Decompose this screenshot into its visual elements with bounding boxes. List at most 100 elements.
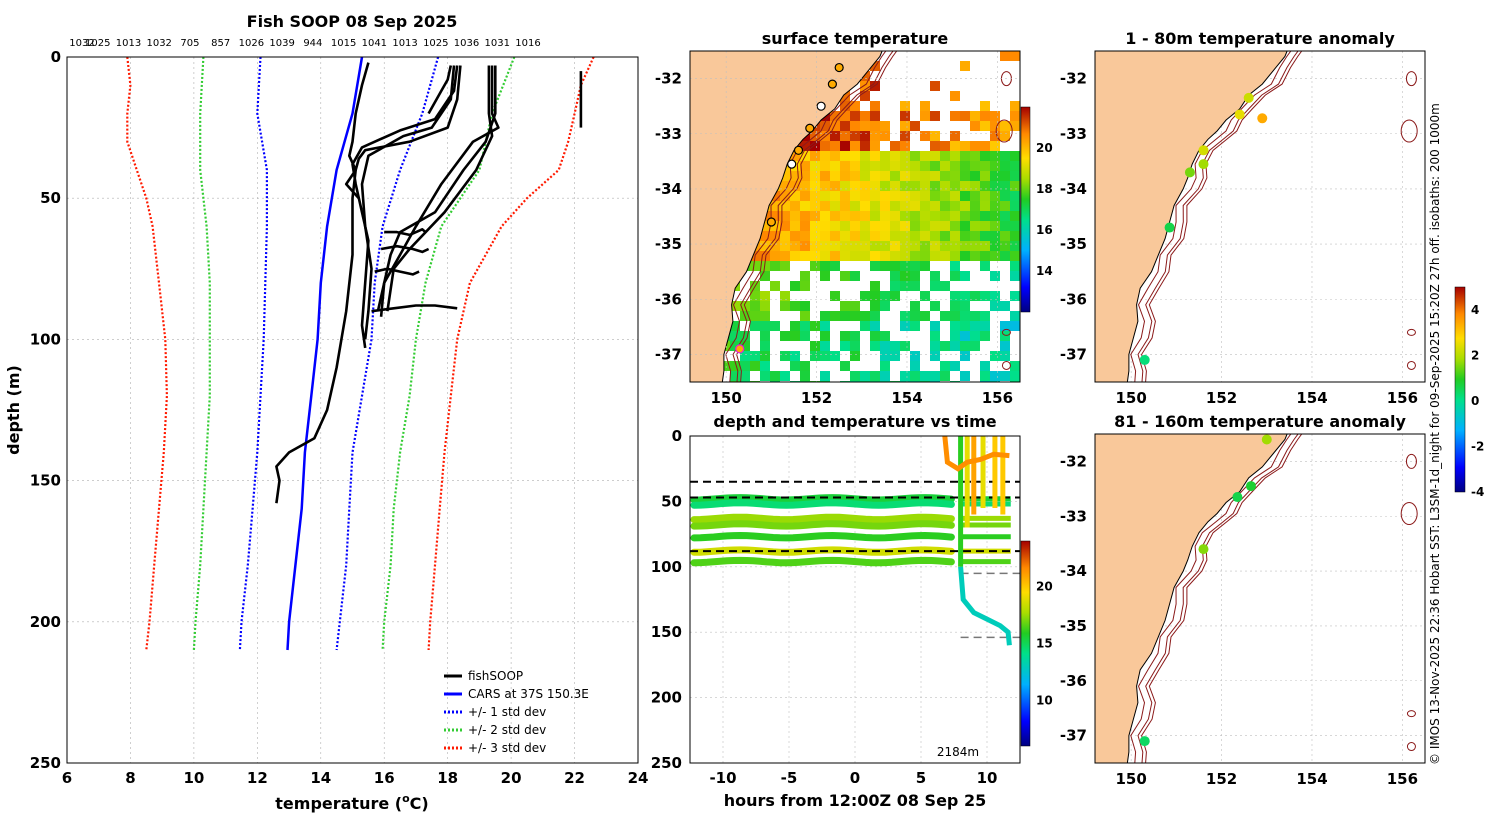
sst-cell [760,361,770,371]
sst-cell [880,341,890,351]
sst-cell [900,221,910,231]
sst-cell [780,191,790,201]
timeseries-ytick-label: 150 [651,623,682,641]
sst-cell [850,271,860,281]
sst-cell [910,211,920,221]
vessel-position-marker [834,62,844,73]
timeseries-xtick-label: 10 [977,769,998,787]
sst-cell [900,311,910,321]
sst-cell [960,211,970,221]
sst-cell [900,111,910,121]
sst-cell [780,221,790,231]
profile-xtick-label: 6 [62,769,72,787]
sst-cell [1000,221,1010,231]
sst-cell [940,231,950,241]
profile-fishsoop-line [374,267,420,276]
profile-sd1-hi-line [335,56,440,651]
sst-cell [830,201,840,211]
sst-cell [990,301,1000,311]
sst-cell [990,211,1000,221]
legend-label-sd3: +/- 3 std dev [468,741,546,755]
sst-cell [840,341,850,351]
sst-cell [740,371,750,381]
sst-cell [790,281,800,291]
anomaly-point [1261,434,1272,445]
sst-cell [950,181,960,191]
sst-cell [960,291,970,301]
sst-cell [910,311,920,321]
timeseries-colorbar-tick: 20 [1036,580,1053,594]
sst-cell [970,331,980,341]
sst-cell [870,161,880,171]
sst-cell [820,221,830,231]
sst-cell [810,151,820,161]
sst-cell [900,141,910,151]
seamount-contour [1406,710,1416,718]
sst-cell [900,251,910,261]
anomaly1-isobaths [1130,51,1418,382]
sst-cell [880,291,890,301]
sst-cell [970,211,980,221]
sst-cell [880,351,890,361]
profile-xtick-label: 10 [183,769,204,787]
sst-cell [850,231,860,241]
sst-cell [910,241,920,251]
sst-cell [1000,231,1010,241]
sst-cell [910,201,920,211]
sst-cell [950,131,960,141]
sst-cell [820,251,830,261]
sst-cell [900,121,910,131]
sst-cell [880,191,890,201]
sst-cell [850,191,860,201]
map-ytick-label: -35 [1060,235,1087,253]
map-xtick-label: 156 [1387,770,1418,788]
sst-cell [760,311,770,321]
profile-top-label: 1016 [515,38,540,49]
map-xtick-label: 154 [1296,770,1327,788]
map-xtick-label: 150 [1116,770,1147,788]
sst-cell [780,211,790,221]
sst-cell [780,201,790,211]
sst-cell [730,371,740,381]
sst-cell [770,211,780,221]
sst-cell [770,371,780,381]
sst-cell [920,161,930,171]
anomaly2-ticks: 150 152 154 156 -32 -33 -34 -35 -36 -37 [1060,452,1418,788]
map-ytick-label: -33 [1060,507,1087,525]
sst-cell [800,281,810,291]
anomaly-point [1164,222,1175,233]
sst-cell [1010,241,1020,251]
sst-cell [820,141,830,151]
sst-cell [840,331,850,341]
sst-cell [930,251,940,261]
profile-top-label: 857 [211,38,230,49]
sst-cell [990,241,1000,251]
sst-cell [1010,371,1020,381]
sst-cell [900,201,910,211]
sst-cell [930,271,940,281]
sst-cell [730,341,740,351]
sst-cell [910,251,920,261]
sst-cell [920,221,930,231]
sst-cell [900,131,910,141]
anomaly1-ticks: 150 152 154 156 -32 -33 -34 -35 -36 -37 [1060,70,1418,407]
profile-sd2-lo-line [192,56,211,651]
sst-cell [1010,321,1020,331]
sst-cell [860,181,870,191]
map-ytick-label: -34 [1060,180,1087,198]
sst-cell [760,341,770,351]
sst-cell [830,111,840,121]
vessel-position-marker [787,159,797,169]
map-ytick-label: -35 [1060,617,1087,635]
sst-cell [980,211,990,221]
sst-cell [740,351,750,361]
sst-cell [990,181,1000,191]
sst-cell [790,171,800,181]
sst-cell [980,291,990,301]
sst-cell [750,311,760,321]
anomaly-map-shallow: 1 - 80m temperature anomaly 150 152 154 156… [1060,29,1426,407]
sst-cell [890,261,900,271]
sst-cell [960,341,970,351]
seamount-contour [1405,453,1417,469]
